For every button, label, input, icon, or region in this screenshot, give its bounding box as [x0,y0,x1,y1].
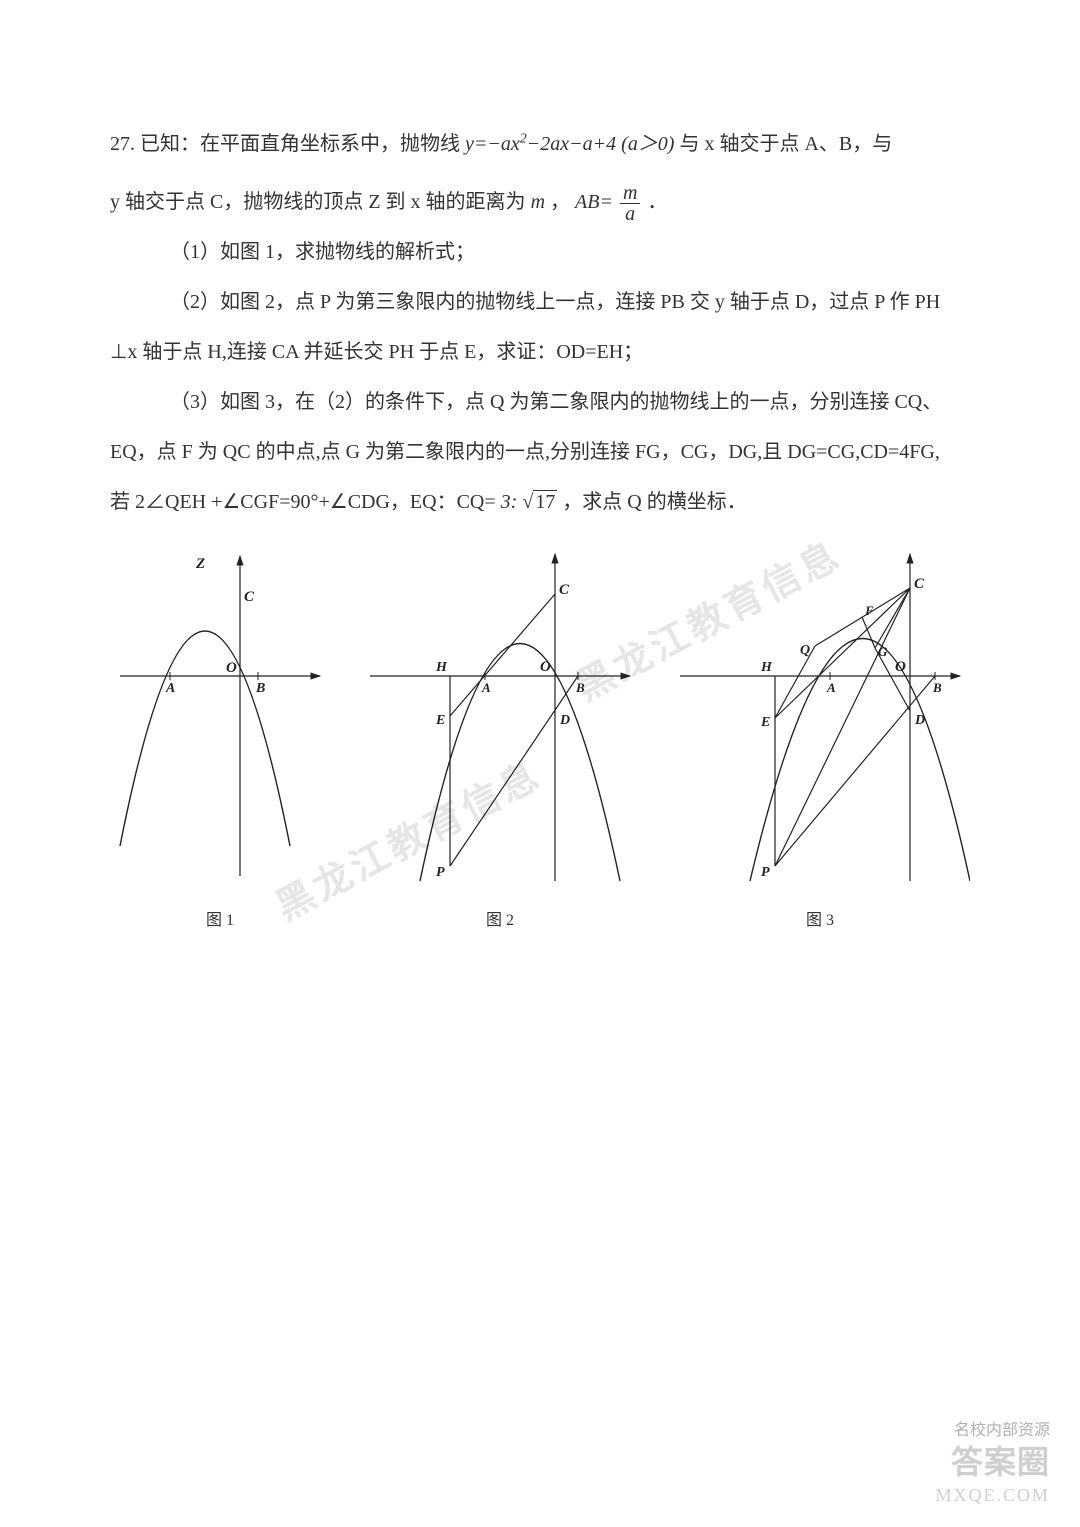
figure-1-caption: 图 1 [206,906,234,930]
label-c: C [914,576,925,592]
figure-3: C O H A B E D P Q F G 图 3 [670,546,970,930]
comma: ， [550,191,570,213]
label-f: F [864,603,874,618]
fraction-m-over-a: m a [620,183,640,224]
label-a: A [826,680,836,695]
label-o: O [540,659,551,675]
label-a: A [165,681,175,696]
part-3a: （3）如图 3，在（2）的条件下，点 Q 为第二象限内的抛物线上的一点，分别连接… [110,378,970,426]
part-2b: ⊥x 轴于点 H,连接 CA 并延长交 PH 于点 E，求证：OD=EH； [110,328,970,376]
equation-main: y=−ax2−2ax−a+4 (a＞0) [465,133,674,155]
label-q: Q [800,643,810,658]
problem-text: 27. 已知：在平面直角坐标系中，抛物线 y=−ax2−2ax−a+4 (a＞0… [110,120,970,526]
label-p: P [436,865,445,880]
ab-equals: AB= [575,191,613,213]
figure-1: Z C O A B 图 1 [110,546,330,930]
label-a: A [481,680,491,695]
label-d: D [559,713,570,728]
figure-2: C O H A B E D P 图 2 [360,546,640,930]
text-span: 若 2∠QEH +∠CGF=90°+∠CDG，EQ：CQ= [110,491,496,513]
label-e: E [760,715,770,730]
figure-3-svg: C O H A B E D P Q F G [670,546,970,886]
label-e: E [435,713,445,728]
label-h: H [760,660,773,675]
text-span: 已知：在平面直角坐标系中，抛物线 [140,133,465,155]
part-3b: EQ，点 F 为 QC 的中点,点 G 为第二象限内的一点,分别连接 FG，CG… [110,428,970,476]
figure-3-caption: 图 3 [806,906,834,930]
figure-1-svg: Z C O A B [110,546,330,886]
fraction-numerator: m [620,183,640,204]
label-b: B [575,680,585,695]
ratio: 3: [501,491,518,513]
period: ． [647,191,667,213]
label-g: G [878,644,888,659]
label-o: O [226,660,237,676]
label-c: C [559,582,570,598]
footer-watermark: 名校内部资源 答案圈 MXQE.COM [935,1421,1050,1507]
label-p: P [761,865,770,880]
label-c: C [244,589,255,605]
footer-sub: MXQE.COM [935,1484,1050,1507]
footer-tag: 名校内部资源 [935,1421,1050,1442]
problem-line-1: 27. 已知：在平面直角坐标系中，抛物线 y=−ax2−2ax−a+4 (a＞0… [110,120,970,168]
part-1: （1）如图 1，求抛物线的解析式； [110,228,970,276]
part-3c: 若 2∠QEH +∠CGF=90°+∠CDG，EQ：CQ= 3: 17 ，求点 … [110,478,970,526]
part-2a: （2）如图 2，点 P 为第三象限内的抛物线上一点，连接 PB 交 y 轴于点 … [110,278,970,326]
sqrt-17: 17 [522,478,557,526]
radicand: 17 [533,490,557,513]
label-d: D [914,713,925,728]
footer-logo: 答案圈 [935,1442,1050,1484]
figure-2-caption: 图 2 [486,906,514,930]
problem-number: 27. [110,133,135,155]
text-span: ，求点 Q 的横坐标． [562,491,746,513]
text-span: y 轴交于点 C，抛物线的顶点 Z 到 x 轴的距离为 [110,191,526,213]
label-b: B [255,681,265,696]
label-b: B [932,680,942,695]
label-h: H [435,660,448,675]
label-o: O [895,659,906,675]
fraction-denominator: a [620,204,640,224]
text-span: 与 x 轴交于点 A、B，与 [679,133,892,155]
var-m: m [531,191,545,213]
figure-2-svg: C O H A B E D P [360,546,640,886]
figures-row: Z C O A B 图 1 [110,546,970,930]
label-z: Z [195,556,205,572]
problem-line-2: y 轴交于点 C，抛物线的顶点 Z 到 x 轴的距离为 m ， AB= m a … [110,178,970,226]
page-container: 27. 已知：在平面直角坐标系中，抛物线 y=−ax2−2ax−a+4 (a＞0… [0,0,1080,990]
